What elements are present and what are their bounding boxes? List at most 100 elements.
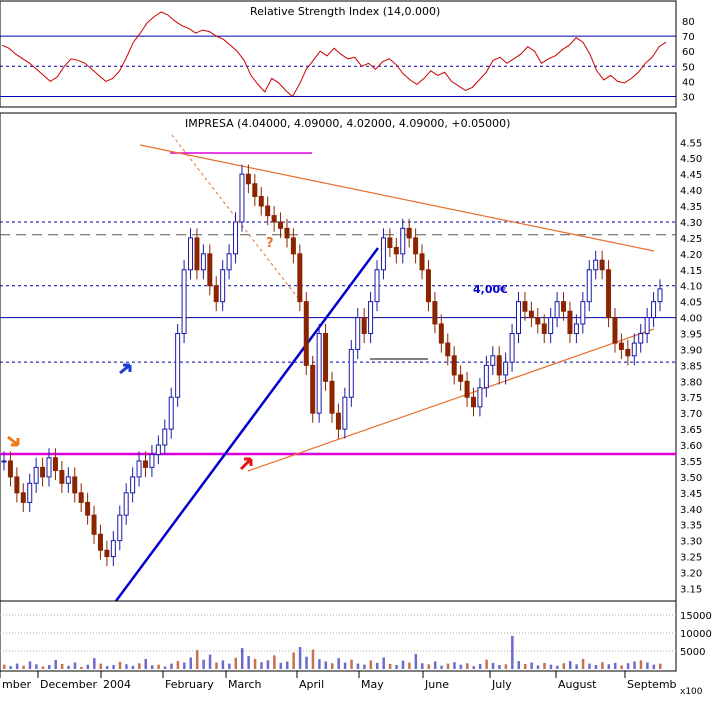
candle-body: [239, 173, 245, 223]
candle-body: [245, 173, 251, 185]
volume-bar: [382, 657, 385, 669]
uptrend-line-blue: [114, 247, 380, 602]
price-tick-label: 3.65: [680, 425, 702, 436]
candle-body: [14, 476, 20, 494]
volume-bar: [54, 660, 57, 669]
candle-body: [168, 396, 174, 430]
x-tick-label: July: [491, 678, 512, 691]
candle-body: [496, 355, 502, 376]
volume-bar: [440, 665, 443, 669]
volume-bar: [453, 662, 456, 669]
candle-body: [97, 533, 103, 551]
volume-bar: [504, 664, 508, 669]
candle-body: [400, 227, 406, 255]
candle-body: [33, 466, 39, 484]
price-tick-label: 4.50: [680, 154, 702, 165]
price-tick-label: 3.40: [680, 505, 702, 516]
volume-bar: [28, 661, 32, 669]
volume-bar: [189, 657, 193, 669]
rsi-tick-label: 70: [682, 32, 695, 43]
candle-body: [91, 514, 97, 535]
price-tick-label: 3.55: [680, 457, 702, 468]
volume-bar: [575, 664, 578, 669]
volume-bar: [228, 663, 231, 669]
price-tick-label: 4.30: [680, 218, 702, 229]
candle-body: [258, 195, 264, 207]
rsi-tick-label: 80: [682, 17, 695, 28]
volume-bar: [176, 661, 180, 669]
candle-body: [516, 301, 522, 335]
price-tick-label: 4.55: [680, 138, 702, 149]
x-tick-label: April: [299, 678, 324, 691]
candle-body: [477, 387, 483, 408]
volume-bar: [543, 662, 546, 669]
candle-body: [631, 342, 637, 357]
volume-bar: [202, 659, 205, 669]
rsi-panel-frame: [0, 0, 677, 108]
price-tick-label: 3.95: [680, 330, 702, 341]
candle-body: [483, 364, 489, 389]
candle-body: [271, 215, 277, 223]
candle-body: [162, 428, 168, 446]
candle-body: [425, 269, 431, 303]
volume-bar: [105, 666, 109, 669]
volume-bar: [86, 664, 90, 669]
volume-bar: [433, 661, 437, 669]
candle-body: [361, 317, 367, 335]
x-tick-label: Septemb: [627, 678, 677, 691]
volume-bar: [388, 663, 392, 669]
x-tick-label: March: [228, 678, 262, 691]
volume-bar: [446, 663, 450, 669]
volume-bar: [195, 650, 199, 669]
candle-body: [290, 237, 296, 255]
x-tick-label: 2004: [103, 678, 131, 691]
dashed-orange-line: [171, 134, 299, 299]
volume-bar: [626, 663, 630, 669]
candle-body: [85, 501, 91, 516]
volume-bar: [356, 663, 360, 669]
candle-body: [278, 221, 284, 229]
volume-bar: [478, 663, 482, 669]
volume-bar: [266, 660, 270, 669]
price-tick-label: 3.70: [680, 409, 702, 420]
candle-body: [27, 482, 33, 503]
volume-bar: [292, 652, 295, 669]
volume-bar: [311, 649, 315, 669]
candle-body: [522, 301, 528, 312]
candle-body: [40, 466, 46, 478]
candle-body: [213, 285, 219, 303]
price-gridlines: [0, 221, 676, 363]
candle-body: [226, 253, 232, 271]
volume-bar: [144, 658, 147, 669]
volume-bar: [562, 663, 566, 669]
candle-body: [329, 380, 335, 414]
volume-unit-label: x100: [680, 687, 703, 697]
volume-tick-label: 15000: [680, 611, 712, 622]
rsi-series: [1, 11, 667, 98]
rsi-axis: 30 40 50 60 70 80: [682, 17, 695, 103]
candle-body: [7, 460, 13, 478]
rsi-gridlines: [0, 35, 676, 97]
volume-bar: [3, 664, 6, 669]
candle-body: [548, 317, 554, 335]
price-tick-label: 4.05: [680, 298, 702, 309]
candle-body: [207, 253, 213, 287]
volume-bar: [646, 662, 649, 669]
volume-panel: 5000 10000 15000 x100: [0, 600, 712, 697]
candle-body: [651, 301, 657, 319]
candle-body: [618, 342, 624, 350]
candle-body: [297, 253, 303, 303]
candle-body: [142, 460, 148, 468]
price-tick-label: 3.45: [680, 489, 702, 500]
candle-body: [561, 301, 567, 312]
candle-body: [368, 301, 374, 335]
price-title: IMPRESA (4.04000, 4.09000, 4.02000, 4.09…: [185, 117, 510, 130]
candle-body: [52, 457, 58, 472]
volume-bar: [511, 635, 514, 669]
price-tick-label: 3.85: [680, 361, 702, 372]
rsi-tick-label: 50: [682, 62, 695, 73]
candle-body: [117, 514, 123, 542]
x-tick-label: May: [361, 678, 384, 691]
volume-bar: [273, 655, 276, 669]
